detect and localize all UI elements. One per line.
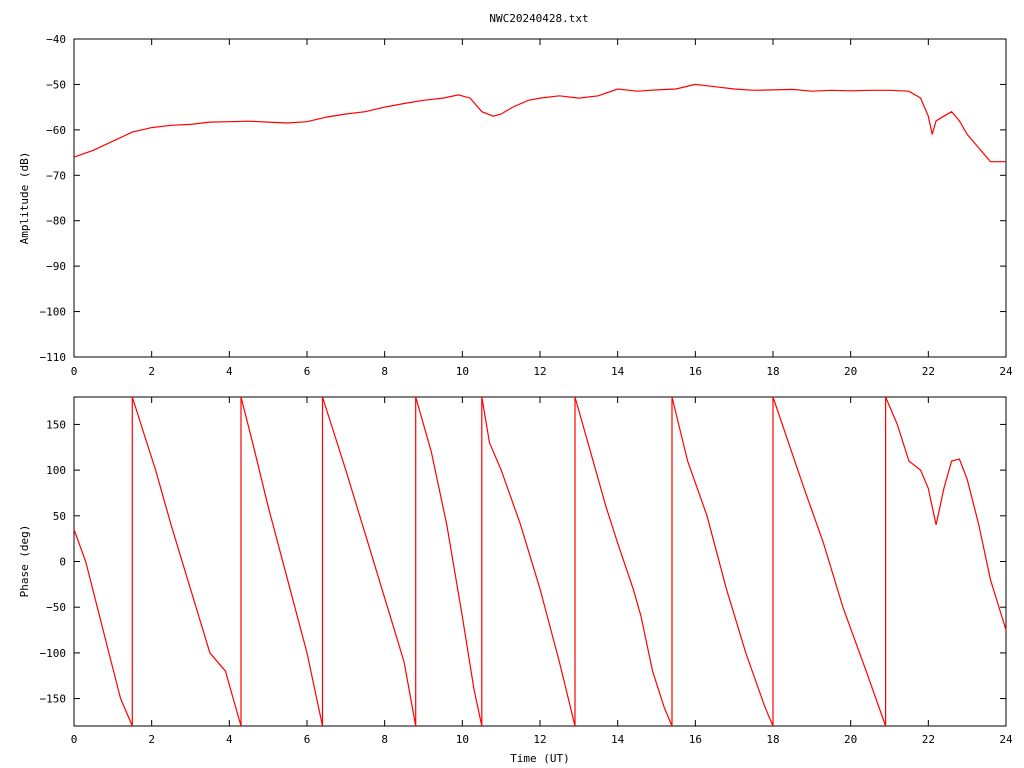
x-tick-label: 24	[999, 733, 1013, 746]
y-tick-label: −90	[46, 260, 66, 273]
x-tick-label: 24	[999, 365, 1013, 378]
amplitude-panel: Amplitude (dB) 0 2 4 6 8 10 12 14 16 18 20 22 24−110…	[18, 33, 1013, 378]
x-tick-label: 8	[381, 733, 388, 746]
y-tick-label: −150	[40, 693, 67, 706]
y-tick-label: 100	[46, 464, 66, 477]
x-tick-label: 16	[689, 733, 702, 746]
y-tick-label: 150	[46, 418, 66, 431]
y-tick-label: −100	[40, 306, 67, 319]
x-tick-label: 6	[304, 365, 311, 378]
y-tick-label: −60	[46, 124, 66, 137]
x-tick-label: 0	[71, 733, 78, 746]
y-tick-label: −50	[46, 601, 66, 614]
y-tick-label: −100	[40, 647, 67, 660]
chart-title: NWC20240428.txt	[489, 12, 588, 25]
x-tick-label: 0	[71, 365, 78, 378]
phase-series-line	[73, 396, 1007, 727]
x-tick-label: 2	[148, 733, 155, 746]
x-tick-label: 2	[148, 365, 155, 378]
amplitude-series-line	[73, 83, 1006, 163]
x-tick-label: 10	[456, 733, 469, 746]
y-tick-label: 50	[53, 510, 66, 523]
x-tick-label: 8	[381, 365, 388, 378]
amplitude-plot-frame	[73, 38, 1007, 358]
x-tick-label: 10	[456, 365, 469, 378]
x-tick-label: 20	[844, 365, 857, 378]
x-tick-label: 22	[922, 365, 935, 378]
y-tick-label: −50	[46, 78, 66, 91]
amplitude-y-axis-label: Amplitude (dB)	[18, 152, 31, 245]
x-tick-label: 6	[304, 733, 311, 746]
x-tick-label: 14	[611, 365, 625, 378]
x-tick-label: 4	[226, 365, 233, 378]
phase-panel: Phase (deg) Time (UT) 0 2 4 6 8 10 12 14 16 18 20 2…	[18, 396, 1013, 765]
x-tick-label: 16	[689, 365, 702, 378]
x-tick-label: 22	[922, 733, 935, 746]
x-tick-label: 20	[844, 733, 857, 746]
x-tick-label: 18	[766, 365, 779, 378]
x-tick-label: 4	[226, 733, 233, 746]
y-tick-label: −40	[46, 33, 66, 46]
x-tick-label: 12	[533, 365, 546, 378]
phase-y-axis-label: Phase (deg)	[18, 525, 31, 598]
x-tick-label: 12	[533, 733, 546, 746]
y-tick-label: −110	[40, 351, 67, 364]
x-tick-label: 18	[766, 733, 779, 746]
phase-plot-frame	[73, 396, 1007, 727]
y-tick-label: −80	[46, 215, 66, 228]
time-x-axis-label: Time (UT)	[510, 752, 570, 765]
x-tick-label: 14	[611, 733, 625, 746]
y-tick-label: −70	[46, 169, 66, 182]
y-tick-label: 0	[59, 556, 66, 569]
